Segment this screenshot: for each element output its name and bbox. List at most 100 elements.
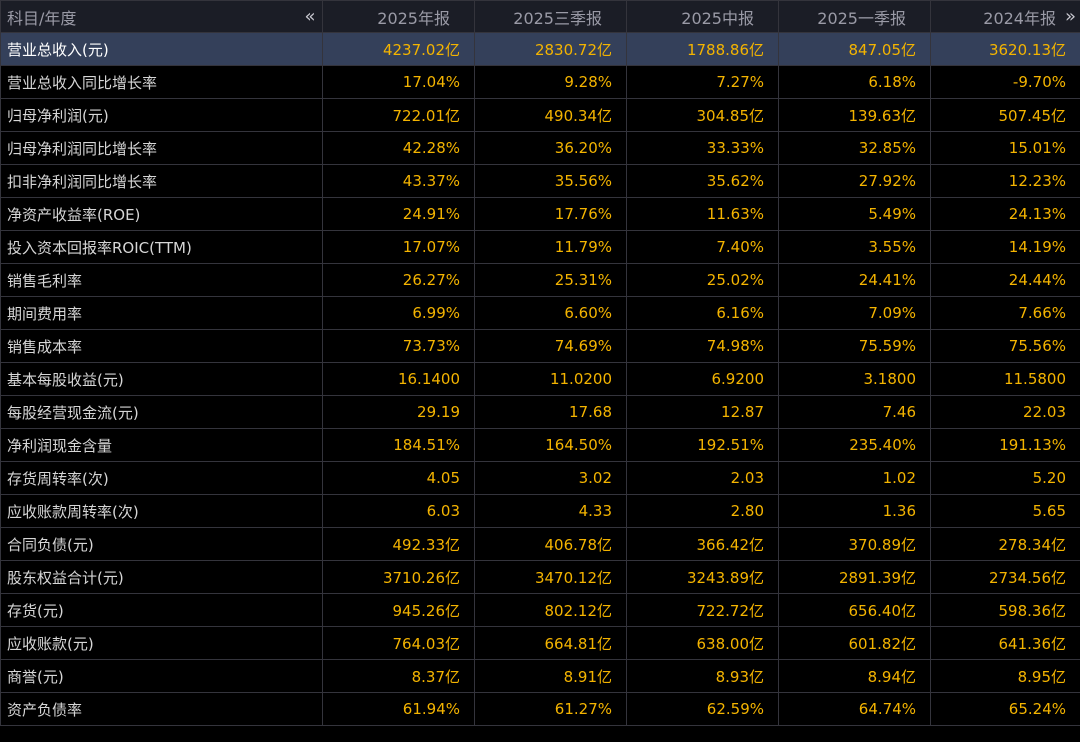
value-cell: 32.85% xyxy=(778,131,931,165)
value-cell: 3710.26亿 xyxy=(322,560,475,594)
table-row[interactable]: 营业总收入同比增长率 17.04% 9.28% 7.27% 6.18% -9.70% xyxy=(0,65,1080,99)
table-row[interactable]: 销售毛利率 26.27% 25.31% 25.02% 24.41% 24.44% xyxy=(0,263,1080,297)
value-cell: 6.60% xyxy=(474,296,627,330)
value-cell: 6.16% xyxy=(626,296,779,330)
value-cell: 64.74% xyxy=(778,692,931,726)
value-cell: 638.00亿 xyxy=(626,626,779,660)
value-cell: 7.27% xyxy=(626,65,779,99)
value-cell: 3470.12亿 xyxy=(474,560,627,594)
table-row[interactable]: 归母净利润(元) 722.01亿 490.34亿 304.85亿 139.63亿 507.… xyxy=(0,98,1080,132)
value-cell: 492.33亿 xyxy=(322,527,475,561)
table-row[interactable]: 存货周转率(次) 4.05 3.02 2.03 1.02 5.20 xyxy=(0,461,1080,495)
row-label: 合同负债(元) xyxy=(0,527,323,561)
value-cell: 22.03 xyxy=(930,395,1080,429)
row-label: 净利润现金含量 xyxy=(0,428,323,462)
value-cell: 6.9200 xyxy=(626,362,779,396)
row-label: 营业总收入同比增长率 xyxy=(0,65,323,99)
table-row[interactable]: 应收账款(元) 764.03亿 664.81亿 638.00亿 601.82亿 641.3… xyxy=(0,626,1080,660)
value-cell: 17.07% xyxy=(322,230,475,264)
value-cell: 24.41% xyxy=(778,263,931,297)
table-row[interactable]: 归母净利润同比增长率 42.28% 36.20% 33.33% 32.85% 15.01% xyxy=(0,131,1080,165)
value-cell: 4237.02亿 xyxy=(322,32,475,66)
table-row[interactable]: 合同负债(元) 492.33亿 406.78亿 366.42亿 370.89亿 278.3… xyxy=(0,527,1080,561)
value-cell: 7.40% xyxy=(626,230,779,264)
value-cell: 641.36亿 xyxy=(930,626,1080,660)
row-label: 销售毛利率 xyxy=(0,263,323,297)
period-header-last[interactable]: 2024年报 » xyxy=(930,0,1080,33)
value-cell: 4.05 xyxy=(322,461,475,495)
value-cell: 722.72亿 xyxy=(626,593,779,627)
value-cell: 17.76% xyxy=(474,197,627,231)
value-cell: 14.19% xyxy=(930,230,1080,264)
value-cell: 5.20 xyxy=(930,461,1080,495)
value-cell: 192.51% xyxy=(626,428,779,462)
value-cell: 3620.13亿 xyxy=(930,32,1080,66)
table-row[interactable]: 期间费用率 6.99% 6.60% 6.16% 7.09% 7.66% xyxy=(0,296,1080,330)
table-row[interactable]: 净利润现金含量 184.51% 164.50% 192.51% 235.40% 191.1… xyxy=(0,428,1080,462)
value-cell: 2891.39亿 xyxy=(778,560,931,594)
value-cell: 42.28% xyxy=(322,131,475,165)
period-header[interactable]: 2025一季报 xyxy=(778,0,931,33)
value-cell: 62.59% xyxy=(626,692,779,726)
value-cell: 61.27% xyxy=(474,692,627,726)
row-label: 营业总收入(元) xyxy=(0,32,323,66)
value-cell: 8.91亿 xyxy=(474,659,627,693)
value-cell: 406.78亿 xyxy=(474,527,627,561)
row-label: 净资产收益率(ROE) xyxy=(0,197,323,231)
header-row: 科目/年度 « 2025年报 2025三季报 2025中报 2025一季报 20… xyxy=(0,0,1080,33)
value-cell: 29.19 xyxy=(322,395,475,429)
value-cell: 25.31% xyxy=(474,263,627,297)
value-cell: 74.98% xyxy=(626,329,779,363)
table-row[interactable]: 扣非净利润同比增长率 43.37% 35.56% 35.62% 27.92% 12.23% xyxy=(0,164,1080,198)
table-row[interactable]: 商誉(元) 8.37亿 8.91亿 8.93亿 8.94亿 8.95亿 xyxy=(0,659,1080,693)
next-period-icon[interactable]: » xyxy=(1064,6,1076,27)
period-header[interactable]: 2025中报 xyxy=(626,0,779,33)
period-header[interactable]: 2025三季报 xyxy=(474,0,627,33)
table-row[interactable]: 资产负债率 61.94% 61.27% 62.59% 64.74% 65.24% xyxy=(0,692,1080,726)
header-label-cell: 科目/年度 « xyxy=(0,0,323,33)
value-cell: 235.40% xyxy=(778,428,931,462)
value-cell: 802.12亿 xyxy=(474,593,627,627)
table-row[interactable]: 股东权益合计(元) 3710.26亿 3470.12亿 3243.89亿 2891.39… xyxy=(0,560,1080,594)
value-cell: 184.51% xyxy=(322,428,475,462)
row-label: 资产负债率 xyxy=(0,692,323,726)
value-cell: 164.50% xyxy=(474,428,627,462)
value-cell: 11.79% xyxy=(474,230,627,264)
header-label: 科目/年度 xyxy=(7,8,77,28)
value-cell: 3.02 xyxy=(474,461,627,495)
value-cell: 24.91% xyxy=(322,197,475,231)
value-cell: 7.46 xyxy=(778,395,931,429)
table-row[interactable]: 每股经营现金流(元) 29.19 17.68 12.87 7.46 22.03 xyxy=(0,395,1080,429)
row-label: 期间费用率 xyxy=(0,296,323,330)
table-row[interactable]: 净资产收益率(ROE) 24.91% 17.76% 11.63% 5.49% 24.13% xyxy=(0,197,1080,231)
value-cell: 8.93亿 xyxy=(626,659,779,693)
row-label: 应收账款周转率(次) xyxy=(0,494,323,528)
prev-period-icon[interactable]: « xyxy=(304,6,316,27)
table-row[interactable]: 应收账款周转率(次) 6.03 4.33 2.80 1.36 5.65 xyxy=(0,494,1080,528)
value-cell: 2830.72亿 xyxy=(474,32,627,66)
value-cell: 61.94% xyxy=(322,692,475,726)
value-cell: 5.49% xyxy=(778,197,931,231)
value-cell: 24.13% xyxy=(930,197,1080,231)
value-cell: 6.03 xyxy=(322,494,475,528)
period-header[interactable]: 2025年报 xyxy=(322,0,475,33)
row-label: 扣非净利润同比增长率 xyxy=(0,164,323,198)
value-cell: 3243.89亿 xyxy=(626,560,779,594)
value-cell: 656.40亿 xyxy=(778,593,931,627)
table-row[interactable]: 存货(元) 945.26亿 802.12亿 722.72亿 656.40亿 598.36亿 xyxy=(0,593,1080,627)
row-label: 投入资本回报率ROIC(TTM) xyxy=(0,230,323,264)
financial-data-table: 科目/年度 « 2025年报 2025三季报 2025中报 2025一季报 20… xyxy=(0,0,1080,726)
value-cell: 847.05亿 xyxy=(778,32,931,66)
value-cell: 366.42亿 xyxy=(626,527,779,561)
value-cell: 17.68 xyxy=(474,395,627,429)
value-cell: 8.94亿 xyxy=(778,659,931,693)
value-cell: 12.87 xyxy=(626,395,779,429)
value-cell: 4.33 xyxy=(474,494,627,528)
value-cell: 764.03亿 xyxy=(322,626,475,660)
table-row[interactable]: 营业总收入(元) 4237.02亿 2830.72亿 1788.86亿 847.05亿 3… xyxy=(0,32,1080,66)
value-cell: 11.5800 xyxy=(930,362,1080,396)
table-row[interactable]: 销售成本率 73.73% 74.69% 74.98% 75.59% 75.56% xyxy=(0,329,1080,363)
table-row[interactable]: 基本每股收益(元) 16.1400 11.0200 6.9200 3.1800 11.58… xyxy=(0,362,1080,396)
table-row[interactable]: 投入资本回报率ROIC(TTM) 17.07% 11.79% 7.40% 3.55% 14… xyxy=(0,230,1080,264)
